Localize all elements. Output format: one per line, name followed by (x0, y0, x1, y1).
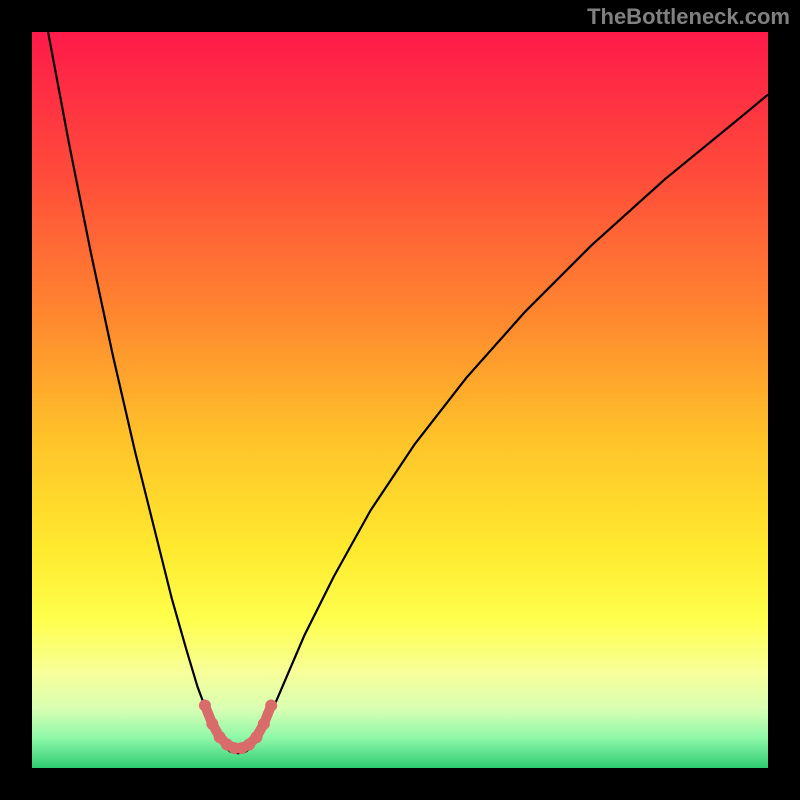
plot-area (32, 32, 768, 768)
gradient-background (32, 32, 768, 768)
chart-canvas: TheBottleneck.com (0, 0, 800, 800)
watermark-text: TheBottleneck.com (587, 4, 790, 30)
